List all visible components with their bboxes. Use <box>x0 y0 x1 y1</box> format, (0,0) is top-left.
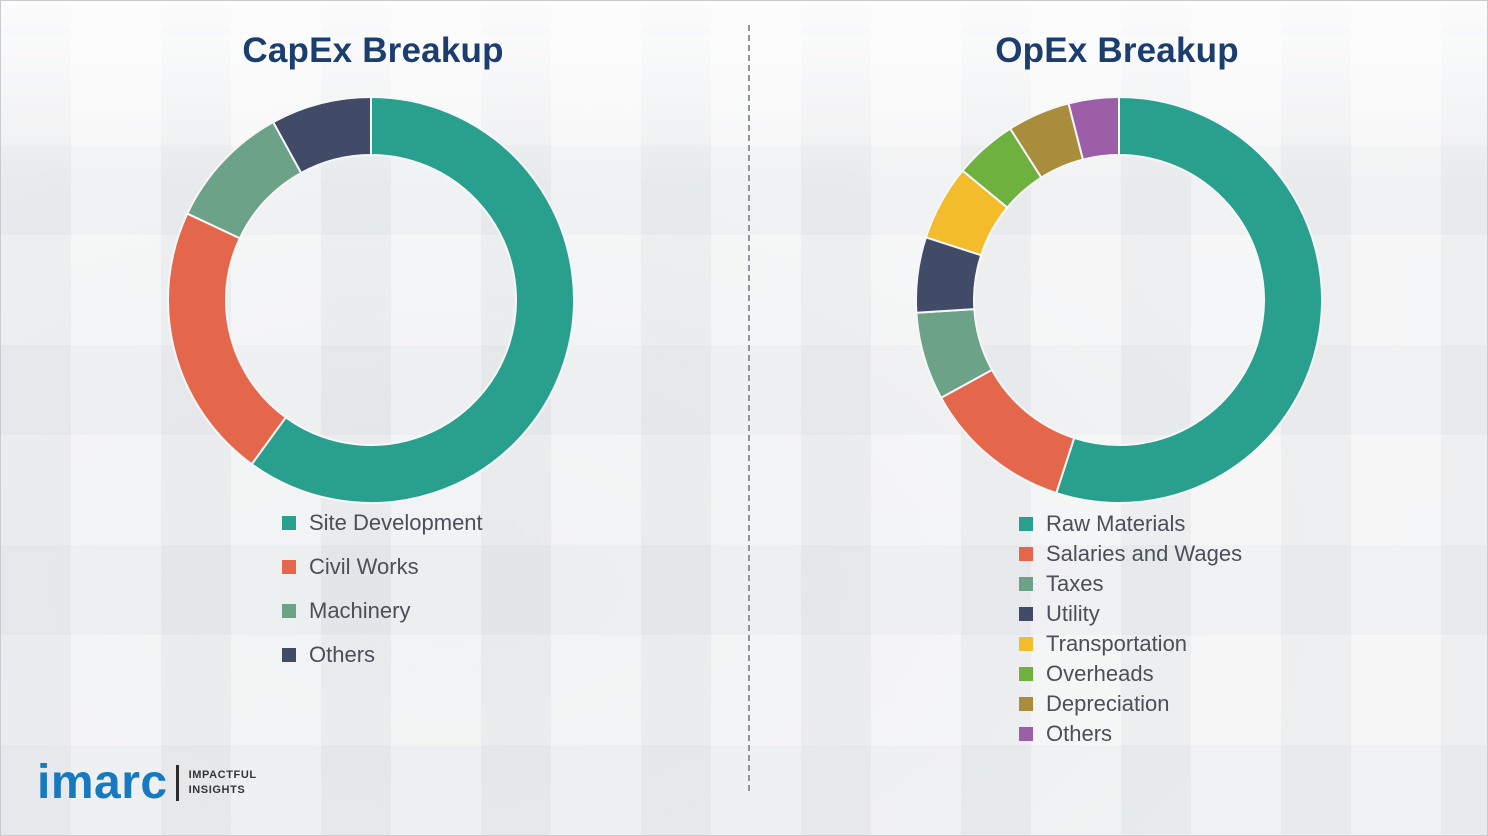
legend-item-salaries-and-wages: Salaries and Wages <box>1019 539 1242 569</box>
donut-segment-others <box>1067 96 1120 161</box>
legend-item-others: Others <box>1019 719 1242 749</box>
legend-label: Civil Works <box>309 554 419 579</box>
legend-item-site-development: Site Development <box>282 501 483 545</box>
capex-panel: CapEx Breakup Site Development Civil Work… <box>1 1 745 835</box>
legend-swatch-site-development <box>282 516 296 530</box>
capex-donut-chart <box>167 96 575 504</box>
legend-swatch-others <box>1019 727 1033 741</box>
legend-label: Transportation <box>1046 631 1188 656</box>
legend-item-taxes: Taxes <box>1019 569 1242 599</box>
legend-label: Depreciation <box>1046 691 1170 716</box>
donut-segment-site-development <box>250 96 575 504</box>
legend-item-raw-materials: Raw Materials <box>1019 509 1242 539</box>
opex-panel: OpEx Breakup Raw Materials Salaries and W… <box>745 1 1487 835</box>
legend-swatch-salaries-and-wages <box>1019 547 1033 561</box>
donut-segment-raw-materials <box>1055 96 1323 504</box>
legend-swatch-others <box>282 648 296 662</box>
legend-label: Overheads <box>1046 661 1154 686</box>
imarc-logo-text: imarc <box>37 756 168 809</box>
legend-label: Taxes <box>1046 571 1104 596</box>
capex-legend: Site Development Civil Works Machinery Othe… <box>282 501 483 677</box>
logo-tagline: IMPACTFUL INSIGHTS <box>189 768 257 798</box>
donut-segment-salaries-and-wages <box>940 368 1076 495</box>
logo-tagline-line1: IMPACTFUL <box>188 769 257 782</box>
donut-segment-others <box>272 96 372 174</box>
legend-swatch-overheads <box>1019 667 1033 681</box>
legend-label: Others <box>1046 721 1113 746</box>
legend-swatch-depreciation <box>1019 697 1033 711</box>
imarc-logo: imarc IMPACTFUL INSIGHTS <box>37 759 257 807</box>
legend-item-machinery: Machinery <box>282 589 483 633</box>
legend-label: Machinery <box>309 598 411 623</box>
legend-swatch-taxes <box>1019 577 1033 591</box>
legend-swatch-utility <box>1019 607 1033 621</box>
legend-item-utility: Utility <box>1019 599 1242 629</box>
legend-item-civil-works: Civil Works <box>282 545 483 589</box>
logo-tagline-line2: INSIGHTS <box>188 784 246 796</box>
legend-item-transportation: Transportation <box>1019 629 1242 659</box>
legend-label: Utility <box>1046 601 1100 626</box>
legend-swatch-machinery <box>282 604 296 618</box>
legend-label: Site Development <box>309 510 483 535</box>
legend-label: Raw Materials <box>1046 511 1186 536</box>
legend-item-overheads: Overheads <box>1019 659 1242 689</box>
donut-segment-civil-works <box>167 212 287 466</box>
capex-title: CapEx Breakup <box>242 31 504 70</box>
legend-item-others: Others <box>282 633 483 677</box>
legend-swatch-raw-materials <box>1019 517 1033 531</box>
legend-swatch-transportation <box>1019 637 1033 651</box>
opex-title: OpEx Breakup <box>995 31 1239 70</box>
vertical-dashed-divider <box>748 25 750 791</box>
opex-donut-chart <box>915 96 1323 504</box>
legend-item-depreciation: Depreciation <box>1019 689 1242 719</box>
legend-swatch-civil-works <box>282 560 296 574</box>
logo-divider-bar <box>175 765 179 801</box>
legend-label: Others <box>309 642 376 667</box>
opex-legend: Raw Materials Salaries and Wages Taxes Util… <box>1019 509 1242 749</box>
legend-label: Salaries and Wages <box>1046 541 1243 566</box>
